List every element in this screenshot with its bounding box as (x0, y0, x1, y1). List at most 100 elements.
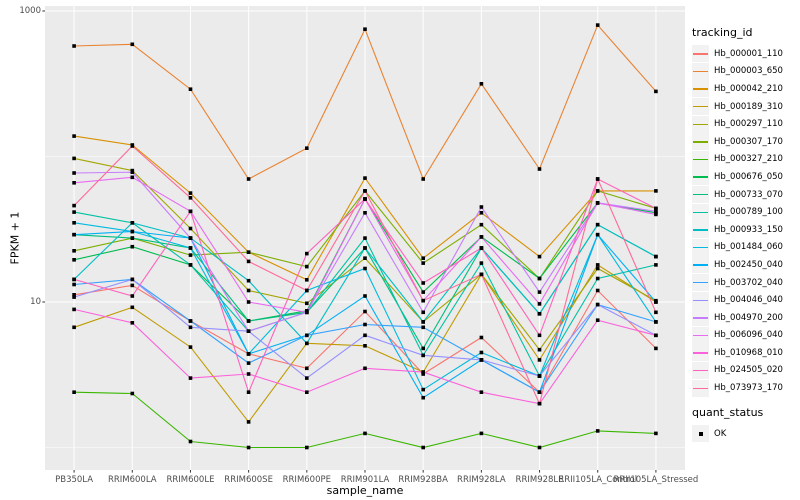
data-point (188, 439, 193, 444)
legend-item-label: Hb_000933_150 (714, 224, 783, 235)
legend-item: Hb_010968_010 (692, 344, 798, 362)
data-point (305, 264, 309, 269)
data-point (654, 209, 658, 214)
data-point (537, 302, 542, 306)
legend-swatch (692, 221, 709, 239)
data-point (595, 222, 600, 227)
data-point (479, 235, 484, 239)
data-point (654, 189, 658, 193)
data-point (479, 358, 484, 362)
data-point (363, 322, 367, 327)
data-point (130, 244, 135, 249)
data-point (305, 278, 309, 282)
data-point (537, 390, 542, 394)
legend-item: Hb_000001_110 (692, 45, 798, 63)
legend-item-label: Hb_006096_040 (714, 330, 783, 341)
legend-item-label: Hb_000327_210 (714, 154, 783, 165)
x-tick-label-RRIM600LE: RRIM600LE (166, 475, 215, 485)
data-point (305, 445, 309, 450)
legend-item: Hb_000003_650 (692, 62, 798, 81)
legend-swatch (692, 291, 709, 309)
data-point (537, 290, 542, 294)
data-point (479, 246, 484, 250)
legend-item-label: Hb_001484_060 (714, 242, 783, 253)
legend-item: Hb_000676_050 (692, 168, 798, 186)
data-point (595, 429, 600, 433)
legend-quant-block: quant_status OK (692, 406, 798, 443)
legend-item-label: Hb_000042_210 (714, 83, 783, 94)
legend-swatch (692, 238, 709, 256)
data-point (246, 259, 251, 264)
data-point (130, 277, 135, 282)
legend-swatch (692, 150, 709, 168)
data-point (363, 211, 367, 215)
legend-item: Hb_000327_210 (692, 150, 798, 169)
data-point (305, 146, 309, 150)
data-point (305, 310, 309, 315)
legend-item-label: Hb_000676_050 (714, 171, 783, 182)
data-point (595, 232, 600, 237)
data-point (305, 390, 309, 394)
data-point (479, 335, 484, 340)
data-point (595, 266, 600, 271)
x-tick-label-RRIM901LA: RRIM901LA (340, 475, 390, 485)
legend-item: Hb_006096_040 (692, 326, 798, 345)
data-point (188, 319, 193, 323)
data-point (246, 372, 251, 376)
legend-tracking-title: tracking_id (692, 26, 753, 39)
legend-swatch (692, 379, 709, 397)
data-point (654, 89, 658, 94)
legend-swatch (692, 115, 709, 133)
data-point (72, 390, 76, 394)
data-point (537, 358, 542, 362)
data-point (363, 294, 367, 298)
data-point (479, 272, 484, 277)
legend-item-label: Hb_002450_040 (714, 259, 783, 270)
data-point (363, 333, 367, 338)
y-axis-title: FPKM + 1 (8, 211, 22, 265)
legend-item: Hb_001484_060 (692, 238, 798, 257)
data-point (363, 366, 367, 371)
x-tick-label-RRIM928BA: RRIM928BA (398, 475, 448, 485)
data-point (479, 390, 484, 394)
data-point (305, 376, 309, 380)
data-point (537, 167, 542, 171)
data-point (421, 256, 425, 260)
data-point (654, 212, 658, 217)
data-point (246, 250, 251, 254)
data-point (595, 318, 600, 322)
legend-item-label: Hb_003702_040 (714, 277, 783, 288)
legend-item-label: Hb_000001_110 (714, 48, 783, 59)
data-point (595, 177, 600, 181)
data-point (188, 345, 193, 349)
data-point (363, 266, 367, 271)
legend-swatch (692, 62, 709, 80)
data-point (595, 201, 600, 205)
data-point (188, 376, 193, 380)
data-point (654, 206, 658, 211)
data-point (130, 170, 135, 174)
data-point (421, 346, 425, 351)
data-point (246, 361, 251, 365)
data-point (188, 253, 193, 257)
data-point (537, 312, 542, 316)
legend-item: Hb_000307_170 (692, 133, 798, 151)
legend-item-label: Hb_000003_650 (714, 66, 783, 77)
data-point (246, 390, 251, 394)
data-point (305, 288, 309, 293)
data-point (246, 288, 251, 293)
data-point (654, 300, 658, 304)
data-point (72, 171, 76, 175)
legend-swatch (692, 98, 709, 116)
data-point (72, 277, 76, 282)
legend-swatch (692, 80, 709, 98)
data-point (363, 256, 367, 260)
data-point (479, 350, 484, 355)
x-tick-label-RRII105LA_Control: RRII105LA_Control (558, 475, 638, 485)
data-point (595, 288, 600, 293)
data-point (130, 321, 135, 325)
legend-item: Hb_003702_040 (692, 274, 798, 292)
legend-item: Hb_004970_200 (692, 309, 798, 327)
data-point (72, 203, 76, 208)
